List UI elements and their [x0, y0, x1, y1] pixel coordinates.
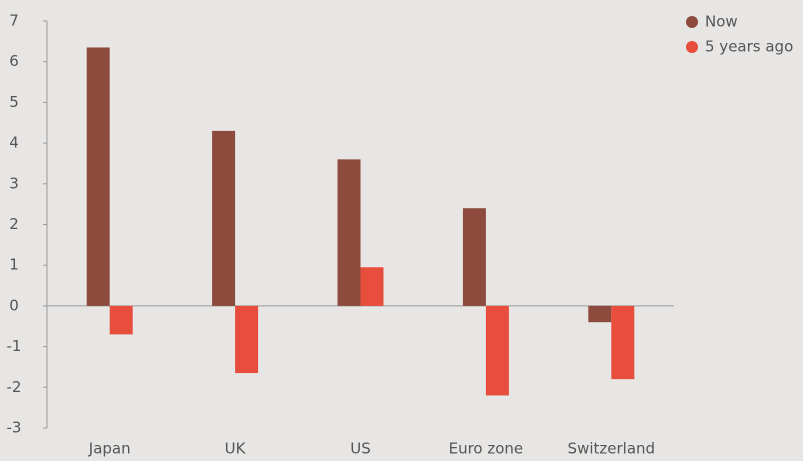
y-tick-label: -1	[7, 337, 22, 355]
legend-marker	[686, 16, 698, 28]
legend-label: Now	[705, 13, 738, 31]
y-tick-label: 4	[9, 134, 19, 152]
bar	[360, 267, 384, 306]
bar	[235, 305, 259, 374]
bar	[588, 305, 612, 323]
x-tick-label: US	[350, 440, 371, 458]
y-tick-label: 2	[9, 215, 19, 233]
y-tick-label: 7	[9, 12, 19, 30]
bar	[337, 159, 361, 306]
bar	[611, 305, 635, 380]
legend-label: 5 years ago	[705, 38, 793, 56]
x-tick-label: Japan	[88, 440, 131, 458]
bar	[86, 47, 110, 306]
x-tick-label: Switzerland	[568, 440, 656, 458]
x-tick-label: UK	[225, 440, 247, 458]
bar	[109, 305, 133, 335]
bar	[462, 208, 486, 306]
y-tick-label: 6	[9, 52, 19, 70]
y-tick-label: 0	[9, 296, 19, 314]
bar	[485, 305, 509, 396]
y-tick-label: 1	[9, 256, 19, 274]
legend-marker	[686, 41, 698, 53]
y-tick-label: 5	[9, 93, 19, 111]
y-tick-label: 3	[9, 174, 19, 192]
y-tick-label: -3	[7, 419, 22, 437]
x-tick-label: Euro zone	[449, 440, 524, 458]
y-tick-label: -2	[7, 378, 22, 396]
bar	[212, 130, 236, 306]
